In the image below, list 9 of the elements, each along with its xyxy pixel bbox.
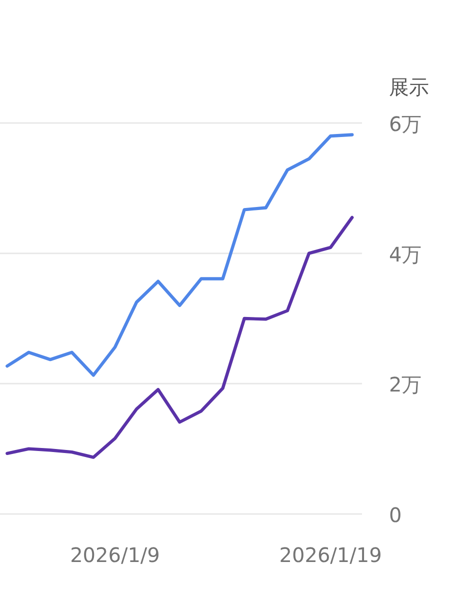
y-axis-title: 展示: [389, 75, 429, 99]
y-tick-label: 6万: [389, 112, 422, 136]
y-tick-label: 4万: [389, 242, 422, 266]
x-tick-label: 2026/1/19: [279, 543, 382, 567]
y-tick-label: 2万: [389, 372, 422, 397]
line-series: [6, 216, 354, 459]
line-series: [6, 133, 354, 377]
x-tick-label: 2026/1/9: [70, 543, 160, 567]
y-tick-label: 0: [389, 503, 402, 527]
